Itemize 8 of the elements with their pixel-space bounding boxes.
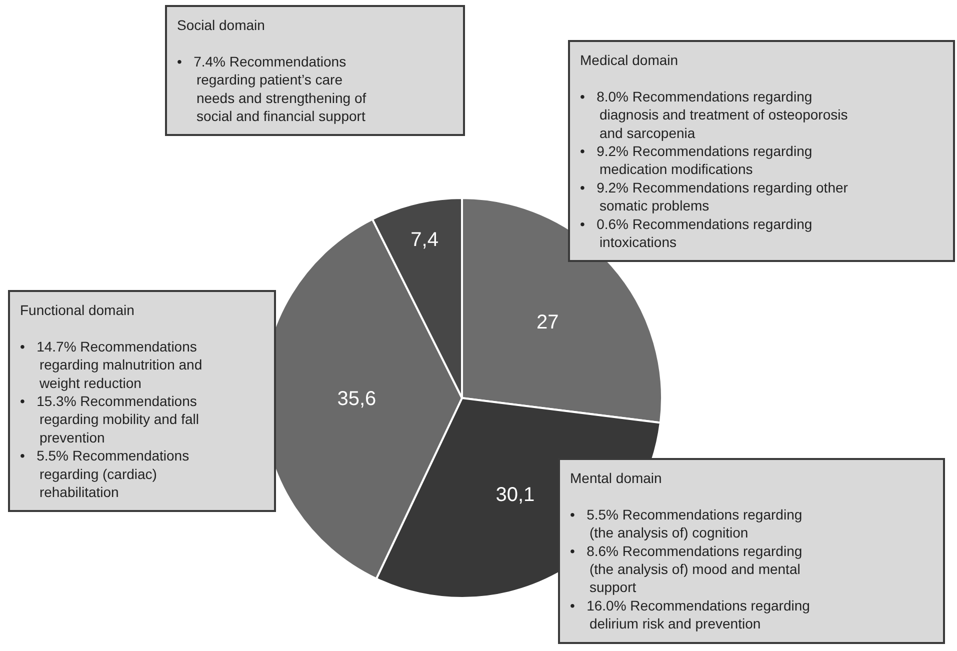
data-label: 7,4: [410, 228, 438, 251]
text: Mental domain • 5.5% Recommendations regarding (the analysis of) cognition • 8.6% Recommendations regarding (the analysis of) mood and mental support • 16.0% Recommendations regarding delirium risk and prevention: [570, 470, 810, 632]
data-label: 30,1: [496, 484, 535, 506]
text: Social domain • 7.4% Recommendations regarding patient’s care needs and strengthening of social and financial support: [177, 17, 366, 124]
text: Medical domain • 8.0% Recommendations regarding diagnosis and treatment of osteoporosis and sarcopenia • 9.2% Recommendations regarding medication modifications • 9.2% Recommendations regarding other somatic problems • 0.6% Recommendations regarding intoxications: [580, 52, 848, 250]
data-label: 27: [536, 311, 559, 334]
data-label: 35,6: [337, 388, 376, 410]
text: Functional domain • 14.7% Recommendations regarding malnutrition and weight reduction • 15.3% Recommendations regarding mobility and fall prevention • 5.5% Recommendations regarding (cardiac) rehabilitation: [20, 302, 202, 500]
